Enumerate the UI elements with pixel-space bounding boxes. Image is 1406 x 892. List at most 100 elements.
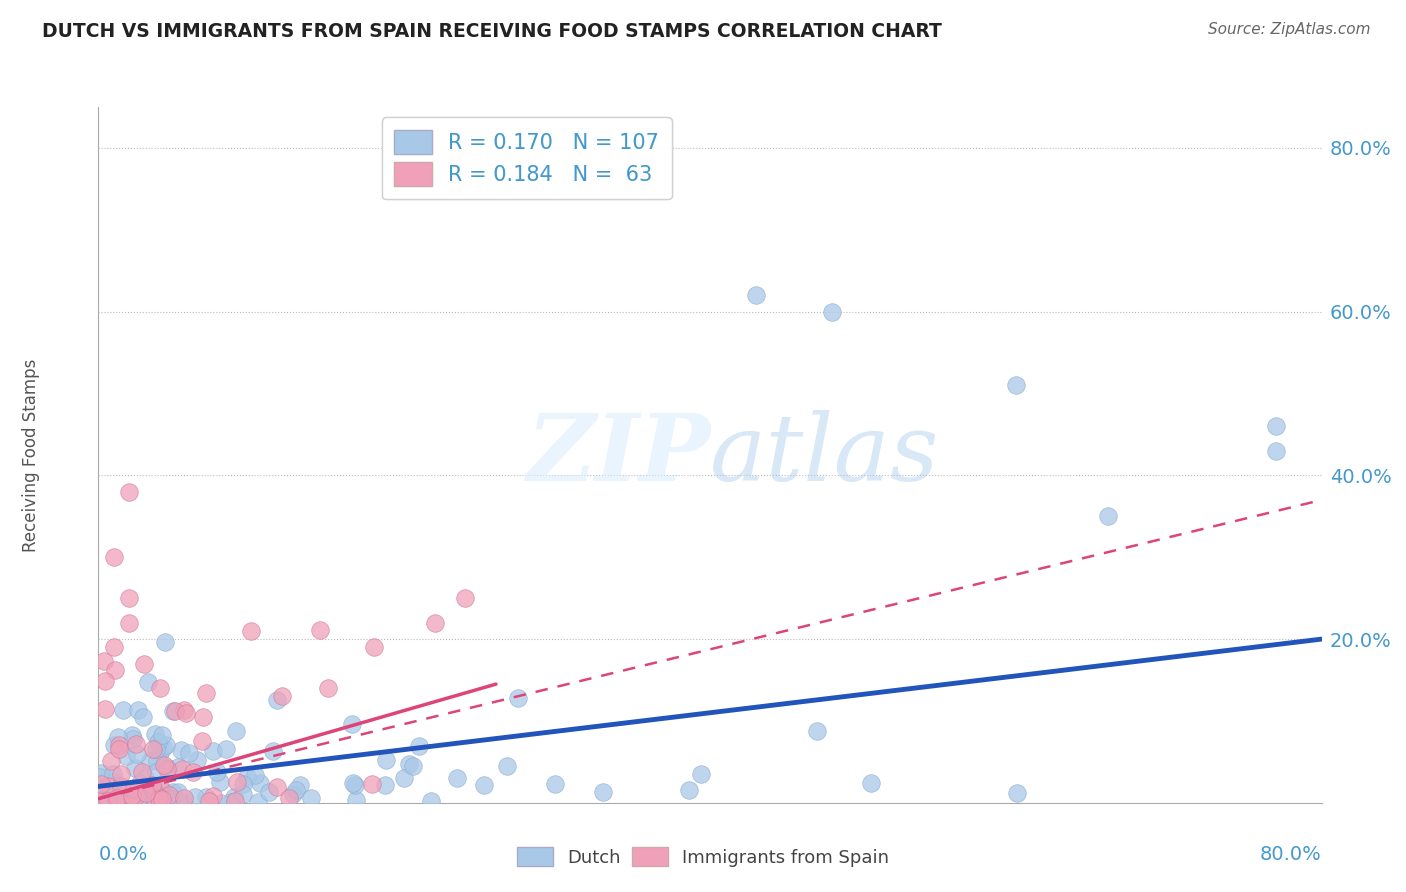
Point	[860, 776, 883, 790]
Point	[136, 787, 159, 801]
Point	[96, 772, 118, 786]
Point	[454, 591, 477, 606]
Point	[90, 777, 112, 791]
Point	[249, 775, 271, 789]
Point	[153, 785, 176, 799]
Point	[149, 681, 172, 696]
Point	[284, 782, 307, 797]
Point	[266, 693, 288, 707]
Point	[173, 790, 195, 805]
Point	[821, 304, 844, 318]
Point	[105, 791, 128, 805]
Point	[153, 635, 176, 649]
Point	[107, 730, 129, 744]
Point	[342, 776, 364, 790]
Point	[156, 760, 179, 774]
Point	[167, 785, 190, 799]
Point	[224, 789, 246, 804]
Point	[145, 727, 167, 741]
Point	[262, 744, 284, 758]
Point	[108, 789, 131, 803]
Point	[150, 792, 173, 806]
Point	[100, 754, 122, 768]
Point	[152, 758, 174, 772]
Point	[159, 791, 181, 805]
Point	[224, 794, 246, 808]
Point	[94, 790, 117, 805]
Point	[118, 615, 141, 630]
Point	[145, 764, 167, 779]
Point	[170, 743, 193, 757]
Point	[361, 777, 384, 791]
Point	[103, 738, 125, 752]
Point	[141, 778, 163, 792]
Point	[257, 785, 280, 799]
Point	[806, 723, 828, 738]
Point	[408, 739, 430, 754]
Point	[375, 753, 398, 767]
Text: DUTCH VS IMMIGRANTS FROM SPAIN RECEIVING FOOD STAMPS CORRELATION CHART: DUTCH VS IMMIGRANTS FROM SPAIN RECEIVING…	[42, 22, 942, 41]
Point	[474, 778, 496, 792]
Point	[344, 793, 367, 807]
Point	[243, 768, 266, 782]
Point	[132, 710, 155, 724]
Point	[1005, 786, 1028, 800]
Point	[127, 794, 149, 808]
Point	[156, 791, 179, 805]
Point	[544, 777, 567, 791]
Point	[115, 795, 138, 809]
Point	[125, 789, 148, 803]
Point	[183, 790, 205, 805]
Point	[1097, 509, 1119, 524]
Point	[127, 703, 149, 717]
Point	[316, 681, 339, 696]
Point	[89, 770, 111, 784]
Point	[170, 763, 193, 777]
Point	[112, 781, 135, 796]
Point	[94, 702, 117, 716]
Point	[398, 756, 420, 771]
Point	[97, 779, 120, 793]
Point	[124, 761, 146, 775]
Point	[104, 793, 127, 807]
Point	[93, 654, 115, 668]
Point	[122, 732, 145, 747]
Point	[232, 777, 254, 791]
Point	[93, 781, 115, 796]
Text: atlas: atlas	[710, 410, 939, 500]
Point	[111, 703, 134, 717]
Point	[166, 794, 188, 808]
Point	[146, 734, 169, 748]
Point	[156, 762, 179, 776]
Point	[157, 789, 180, 803]
Point	[236, 770, 259, 784]
Point	[148, 789, 170, 804]
Point	[128, 789, 150, 804]
Point	[125, 737, 148, 751]
Point	[1264, 443, 1286, 458]
Text: Source: ZipAtlas.com: Source: ZipAtlas.com	[1208, 22, 1371, 37]
Point	[91, 793, 114, 807]
Point	[299, 791, 322, 805]
Point	[181, 764, 204, 779]
Point	[162, 704, 184, 718]
Point	[150, 728, 173, 742]
Point	[103, 766, 125, 780]
Point	[166, 760, 188, 774]
Point	[266, 780, 288, 794]
Point	[163, 704, 186, 718]
Point	[146, 754, 169, 768]
Point	[108, 742, 131, 756]
Point	[678, 782, 700, 797]
Point	[135, 786, 157, 800]
Point	[1264, 419, 1286, 434]
Point	[94, 674, 117, 689]
Point	[194, 686, 217, 700]
Point	[277, 790, 299, 805]
Point	[215, 741, 238, 756]
Point	[225, 724, 247, 739]
Point	[121, 727, 143, 741]
Point	[420, 794, 443, 808]
Point	[283, 788, 305, 802]
Point	[374, 778, 396, 792]
